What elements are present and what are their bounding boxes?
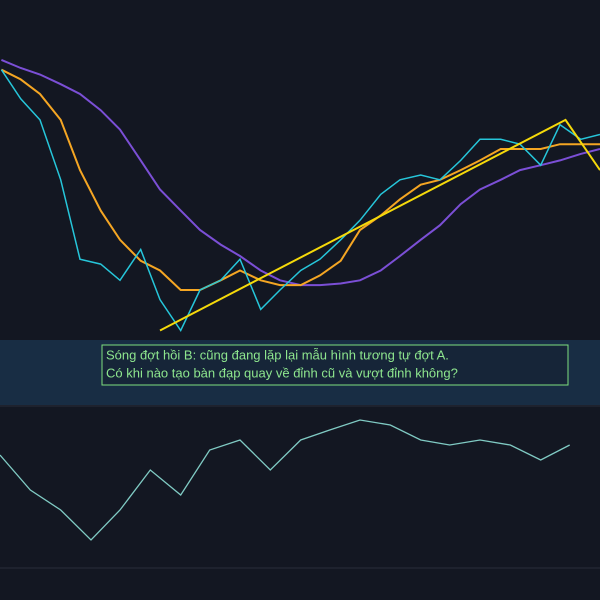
volume-band [0, 340, 600, 405]
price-line [0, 69, 600, 333]
trend-line [159, 118, 600, 332]
annotation-line: Sóng đợt hồi B: cũng đang lặp lại mẫu hì… [106, 347, 449, 362]
annotation-box [101, 344, 569, 386]
price-line [0, 68, 600, 291]
annotation-line: Có khi nào tạo bàn đạp quay về đỉnh cũ v… [106, 365, 458, 380]
oscillator-line [0, 419, 570, 541]
